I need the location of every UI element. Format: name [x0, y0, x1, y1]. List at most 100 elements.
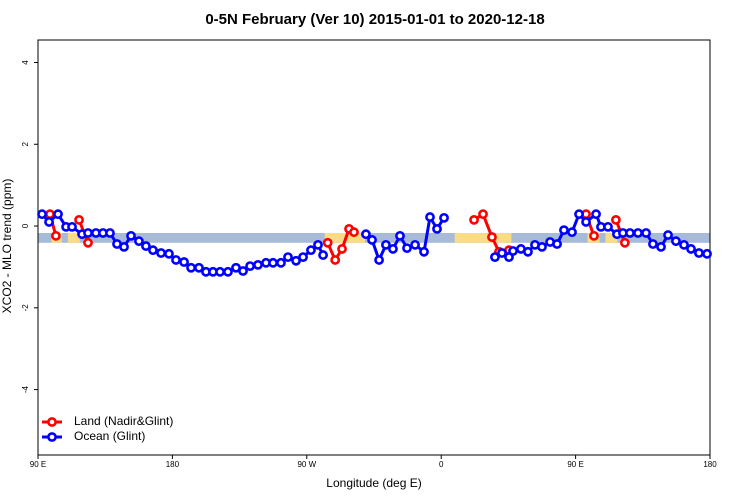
data-point — [537, 241, 547, 252]
data-point — [313, 239, 323, 250]
data-point — [67, 221, 77, 232]
data-point — [361, 229, 371, 240]
data-point — [37, 209, 47, 220]
x-tick-label: 0 — [439, 460, 444, 469]
data-point — [298, 252, 308, 263]
data-point — [419, 246, 429, 257]
data-point — [283, 252, 293, 263]
y-tick-label: 2 — [21, 141, 30, 146]
data-point — [126, 230, 136, 241]
data-point — [223, 266, 233, 277]
data-point — [633, 228, 643, 238]
data-point — [51, 230, 61, 241]
data-point — [508, 246, 518, 256]
data-point — [694, 248, 704, 258]
data-point — [44, 217, 54, 227]
data-point — [245, 261, 255, 272]
data-point — [156, 248, 166, 258]
data-point — [641, 228, 651, 238]
land-band — [67, 232, 80, 243]
data-point — [559, 225, 569, 236]
data-point — [395, 230, 405, 241]
data-point — [439, 212, 449, 223]
land-band — [454, 232, 512, 243]
data-point — [625, 228, 635, 238]
data-point — [381, 239, 391, 250]
y-tick-label: -2 — [21, 304, 30, 312]
data-point — [186, 262, 196, 273]
data-point — [45, 209, 55, 220]
data-point — [567, 227, 577, 238]
data-point — [490, 252, 500, 263]
x-tick-label: 90 E — [567, 460, 583, 469]
data-point — [591, 209, 601, 220]
data-point — [679, 239, 689, 250]
data-point — [215, 266, 225, 277]
data-point — [164, 248, 174, 259]
data-point — [105, 228, 115, 238]
x-axis-label: Longitude (deg E) — [326, 476, 421, 490]
data-point — [330, 255, 341, 265]
chart-title: 0-5N February (Ver 10) 2015-01-01 to 202… — [205, 11, 544, 28]
data-point — [318, 250, 328, 260]
data-point — [686, 244, 696, 254]
data-point — [648, 239, 658, 249]
y-tick-label: -4 — [21, 385, 30, 393]
data-point — [410, 239, 420, 250]
land-band — [605, 232, 618, 243]
legend-label: Ocean (Glint) — [74, 429, 145, 443]
data-point — [148, 245, 158, 256]
data-point — [469, 215, 479, 225]
data-point — [119, 241, 129, 252]
data-point — [253, 259, 263, 270]
data-point — [83, 237, 93, 248]
data-point — [425, 212, 435, 222]
data-point — [276, 257, 286, 268]
data-point — [478, 209, 488, 220]
data-point — [337, 244, 347, 254]
data-point — [322, 237, 333, 248]
data-point — [656, 241, 666, 252]
data-point — [388, 244, 398, 254]
x-tick-label: 90 E — [30, 460, 46, 469]
data-point — [194, 262, 204, 273]
data-point — [574, 209, 584, 220]
data-point — [552, 239, 562, 249]
y-axis-label: XCO2 - MLO trend (ppm) — [0, 179, 14, 314]
data-point — [367, 235, 377, 245]
data-point — [349, 227, 359, 238]
data-point — [497, 248, 507, 258]
data-point — [402, 243, 412, 254]
data-point — [619, 237, 630, 248]
data-point — [523, 246, 533, 257]
data-point — [268, 257, 278, 268]
legend-marker — [47, 432, 57, 442]
data-point — [581, 217, 591, 227]
data-point — [83, 228, 93, 238]
data-point — [306, 245, 316, 256]
data-point — [487, 232, 497, 242]
data-point — [432, 223, 442, 234]
data-point — [179, 257, 189, 267]
data-point — [74, 215, 84, 225]
data-point — [171, 255, 181, 265]
data-point — [53, 209, 63, 220]
data-point — [671, 236, 681, 247]
y-tick-label: 0 — [21, 223, 30, 228]
data-point — [374, 255, 384, 265]
data-point — [663, 230, 673, 240]
legend-marker — [47, 417, 57, 427]
data-point — [589, 230, 599, 241]
data-point — [702, 248, 712, 259]
data-point — [134, 236, 144, 247]
x-tick-label: 180 — [703, 460, 717, 469]
data-point — [611, 215, 621, 225]
data-point — [291, 255, 301, 266]
y-tick-label: 4 — [21, 60, 30, 65]
x-tick-label: 90 W — [297, 460, 316, 469]
data-point — [141, 241, 151, 251]
data-point — [238, 266, 248, 276]
plot-frame — [37, 39, 711, 456]
x-tick-label: 180 — [166, 460, 180, 469]
